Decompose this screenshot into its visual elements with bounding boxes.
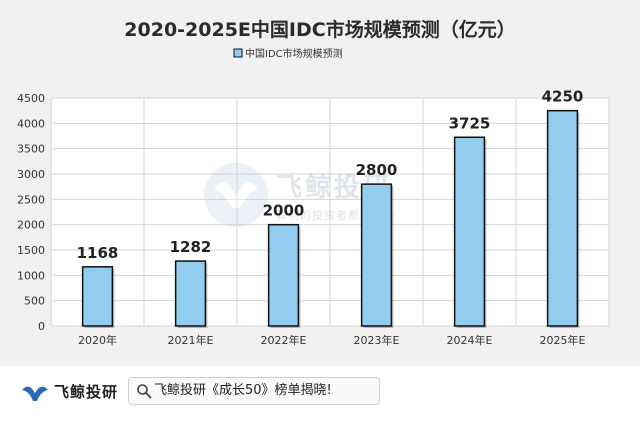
y-tick-label: 1000	[17, 269, 45, 282]
x-tick-label: 2024年E	[447, 333, 493, 347]
bar	[453, 136, 486, 327]
data-label: 2000	[263, 202, 305, 220]
bar	[360, 183, 393, 327]
x-axis: 2020年 2021年E 2022年E 2023年E 2024年E 2025年E	[78, 333, 586, 347]
y-tick-label: 4500	[17, 92, 45, 105]
y-tick-label: 1500	[17, 244, 45, 257]
bar	[81, 266, 114, 327]
x-tick-label: 2021年E	[168, 333, 214, 347]
x-tick-label: 2020年	[78, 333, 117, 347]
y-tick-label: 2500	[17, 193, 45, 206]
y-tick-label: 4000	[17, 117, 45, 130]
x-tick-label: 2022年E	[261, 333, 307, 347]
legend-label: 中国IDC市场规模预测	[245, 47, 343, 60]
chart-panel: 2020-2025E中国IDC市场规模预测（亿元） 中国IDC市场规模预测 飞鲸…	[0, 0, 640, 366]
search-text[interactable]: 飞鲸投研《成长50》榜单揭晓!	[154, 383, 332, 398]
bar-chart: 2020-2025E中国IDC市场规模预测（亿元） 中国IDC市场规模预测 飞鲸…	[17, 18, 610, 347]
data-label: 2800	[356, 161, 398, 179]
legend-swatch	[233, 48, 243, 58]
data-label: 1282	[170, 238, 212, 256]
data-label: 3725	[449, 114, 491, 132]
footer-brand: 飞鲸投研	[54, 383, 119, 401]
x-tick-label: 2023年E	[354, 333, 400, 347]
search-icon[interactable]	[136, 383, 152, 399]
y-tick-label: 2000	[17, 219, 45, 232]
bar	[267, 223, 300, 327]
legend: 中国IDC市场规模预测	[233, 47, 343, 60]
data-label: 4250	[542, 88, 584, 106]
data-label: 1168	[77, 244, 119, 262]
x-tick-label: 2025年E	[540, 333, 586, 347]
search-box[interactable]: 飞鲸投研《成长50》榜单揭晓!	[128, 377, 380, 405]
whale-tail-icon	[214, 182, 258, 208]
whale-logo-icon	[22, 386, 48, 401]
y-tick-label: 0	[38, 320, 45, 333]
y-tick-label: 500	[24, 295, 45, 308]
watermark-logo	[204, 163, 268, 227]
grid-lines	[50, 97, 610, 327]
data-labels: 1168 1282 2000 2800 3725 4250	[77, 88, 584, 262]
footer-bar: 飞鲸投研 飞鲸投研《成长50》榜单揭晓!	[0, 366, 640, 421]
y-tick-label: 3000	[17, 168, 45, 181]
bar	[546, 109, 579, 327]
y-axis: 0 500 1000 1500 2000 2500 3000 3500 4000 4500	[17, 92, 45, 333]
bars	[81, 109, 580, 329]
y-tick-label: 3500	[17, 143, 45, 156]
chart-title: 2020-2025E中国IDC市场规模预测（亿元）	[124, 18, 515, 41]
bar	[174, 260, 207, 327]
